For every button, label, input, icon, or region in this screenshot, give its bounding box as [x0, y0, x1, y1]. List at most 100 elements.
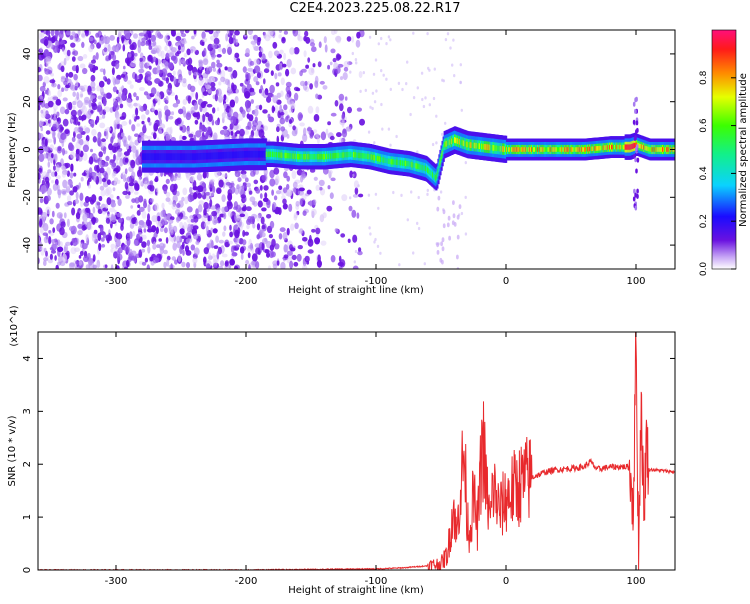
noise-cell [200, 221, 206, 230]
ridge-cell [587, 146, 590, 152]
noise-cell [117, 92, 122, 97]
noise-cell [65, 186, 71, 193]
noise-cell [266, 252, 270, 258]
noise-cell [70, 247, 77, 255]
noise-cell [254, 116, 258, 123]
noise-cell [349, 196, 352, 200]
noise-cell [352, 194, 359, 198]
noise-cell [214, 119, 220, 126]
noise-cell [240, 170, 247, 175]
noise-cell [172, 242, 177, 251]
noise-cell [224, 66, 228, 71]
noise-cell [104, 36, 110, 45]
noise-cell [143, 180, 148, 190]
noise-cell [55, 99, 62, 106]
noise-cell [96, 164, 100, 173]
noise-cell [154, 78, 161, 84]
noise-cell [177, 253, 182, 263]
noise-cell [88, 99, 92, 108]
noise-cell [95, 52, 99, 60]
noise-cell [231, 215, 236, 223]
noise-cell [245, 48, 250, 56]
noise-cell [112, 171, 117, 177]
noise-cell [184, 245, 190, 253]
noise-cell [72, 238, 78, 247]
noise-cell [60, 75, 66, 80]
noise-cell [234, 96, 239, 104]
noise-cell [263, 185, 269, 191]
spike-cell [636, 188, 639, 194]
noise-cell [253, 76, 259, 83]
noise-cell [301, 68, 307, 73]
noise-cell [141, 37, 146, 43]
noise-cell [249, 71, 254, 77]
noise-cell [259, 229, 264, 234]
noise-cell [379, 251, 382, 255]
noise-cell [249, 190, 253, 195]
noise-cell [283, 254, 289, 259]
noise-cell [60, 132, 67, 140]
noise-cell [279, 104, 283, 113]
noise-cell [351, 35, 355, 43]
noise-cell [218, 47, 222, 53]
noise-cell [216, 187, 222, 194]
noise-cell [71, 56, 76, 62]
noise-cell [464, 161, 467, 165]
noise-cell [193, 233, 199, 240]
noise-cell [69, 81, 74, 90]
noise-cell [212, 228, 218, 234]
noise-cell [93, 229, 98, 235]
noise-cell [435, 141, 438, 145]
noise-cell [293, 47, 300, 55]
noise-cell [141, 261, 147, 266]
noise-cell [43, 153, 47, 159]
noise-cell [187, 64, 194, 71]
noise-cell [307, 105, 314, 114]
noise-cell [186, 206, 193, 213]
noise-cell [125, 194, 130, 199]
trail-cell [456, 267, 460, 269]
noise-cell [44, 67, 47, 72]
noise-cell [101, 138, 106, 143]
noise-cell [426, 31, 429, 36]
trail-cell [442, 209, 446, 215]
noise-cell [40, 184, 47, 194]
noise-cell [234, 170, 241, 178]
noise-cell [330, 255, 336, 263]
ridge-cell [639, 143, 642, 149]
noise-cell [246, 113, 250, 119]
noise-cell [45, 30, 51, 36]
spike-cell [635, 120, 639, 126]
noise-cell [40, 112, 47, 119]
noise-cell [52, 123, 57, 131]
noise-cell [293, 261, 299, 267]
ridge-cell [174, 153, 177, 160]
noise-cell [156, 45, 162, 52]
noise-cell [106, 237, 110, 244]
noise-cell [372, 72, 376, 76]
noise-cell [84, 30, 89, 34]
noise-cell [131, 171, 136, 179]
noise-cell [155, 30, 161, 38]
noise-cell [255, 247, 261, 255]
noise-cell [179, 126, 183, 131]
noise-cell [90, 43, 95, 50]
noise-cell [223, 103, 227, 110]
noise-cell [57, 89, 63, 98]
spectrogram-noise-cells [38, 30, 468, 269]
noise-cell [167, 134, 172, 140]
noise-cell [60, 30, 64, 35]
noise-cell [244, 91, 251, 99]
noise-cell [126, 237, 131, 247]
noise-cell [377, 42, 380, 46]
noise-cell [253, 46, 260, 51]
noise-cell [285, 93, 290, 100]
noise-cell [246, 182, 252, 188]
noise-cell [117, 198, 122, 206]
noise-cell [59, 106, 66, 115]
noise-cell [38, 74, 43, 82]
noise-cell [241, 207, 246, 211]
noise-cell [66, 30, 71, 36]
noise-cell [97, 232, 102, 242]
noise-cell [195, 130, 202, 138]
